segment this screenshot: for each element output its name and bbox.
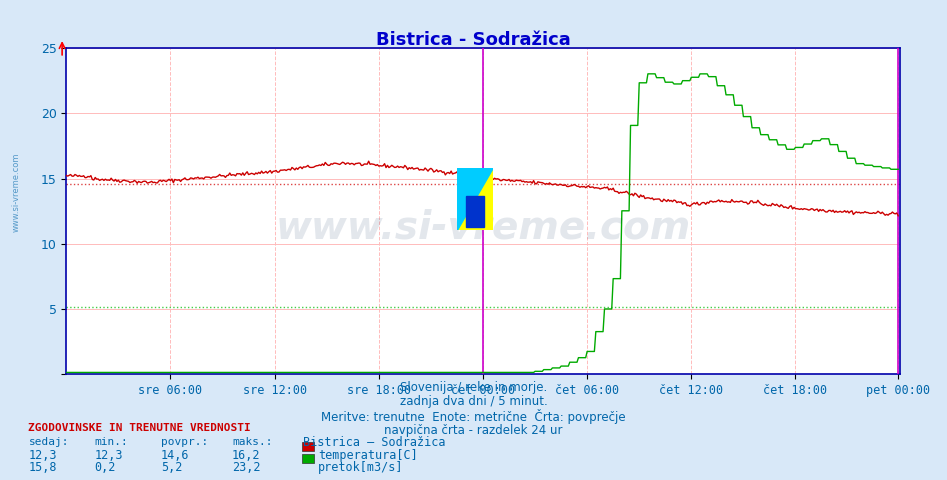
Text: Meritve: trenutne  Enote: metrične  Črta: povprečje: Meritve: trenutne Enote: metrične Črta: … <box>321 409 626 424</box>
Text: min.:: min.: <box>95 437 129 447</box>
Polygon shape <box>457 168 493 230</box>
Text: Slovenija / reke in morje.: Slovenija / reke in morje. <box>400 381 547 394</box>
Polygon shape <box>466 196 485 227</box>
Text: Bistrica - Sodražica: Bistrica - Sodražica <box>376 31 571 49</box>
Text: povpr.:: povpr.: <box>161 437 208 447</box>
Text: pretok[m3/s]: pretok[m3/s] <box>318 461 403 474</box>
Text: 23,2: 23,2 <box>232 461 260 474</box>
Text: Bistrica – Sodražica: Bistrica – Sodražica <box>303 436 445 449</box>
Text: zadnja dva dni / 5 minut.: zadnja dva dni / 5 minut. <box>400 395 547 408</box>
Text: navpična črta - razdelek 24 ur: navpična črta - razdelek 24 ur <box>384 424 563 437</box>
Bar <box>302 442 314 451</box>
Text: temperatura[C]: temperatura[C] <box>318 449 418 462</box>
Text: 12,3: 12,3 <box>28 449 57 462</box>
Text: 16,2: 16,2 <box>232 449 260 462</box>
Text: 12,3: 12,3 <box>95 449 123 462</box>
Bar <box>302 454 314 463</box>
Text: ZGODOVINSKE IN TRENUTNE VREDNOSTI: ZGODOVINSKE IN TRENUTNE VREDNOSTI <box>28 423 251 433</box>
Text: www.si-vreme.com: www.si-vreme.com <box>11 152 21 232</box>
Polygon shape <box>457 168 493 230</box>
Text: 0,2: 0,2 <box>95 461 116 474</box>
Text: 15,8: 15,8 <box>28 461 57 474</box>
Text: 5,2: 5,2 <box>161 461 183 474</box>
Text: www.si-vreme.com: www.si-vreme.com <box>276 208 690 247</box>
Text: sedaj:: sedaj: <box>28 437 69 447</box>
Text: maks.:: maks.: <box>232 437 273 447</box>
Text: 14,6: 14,6 <box>161 449 189 462</box>
